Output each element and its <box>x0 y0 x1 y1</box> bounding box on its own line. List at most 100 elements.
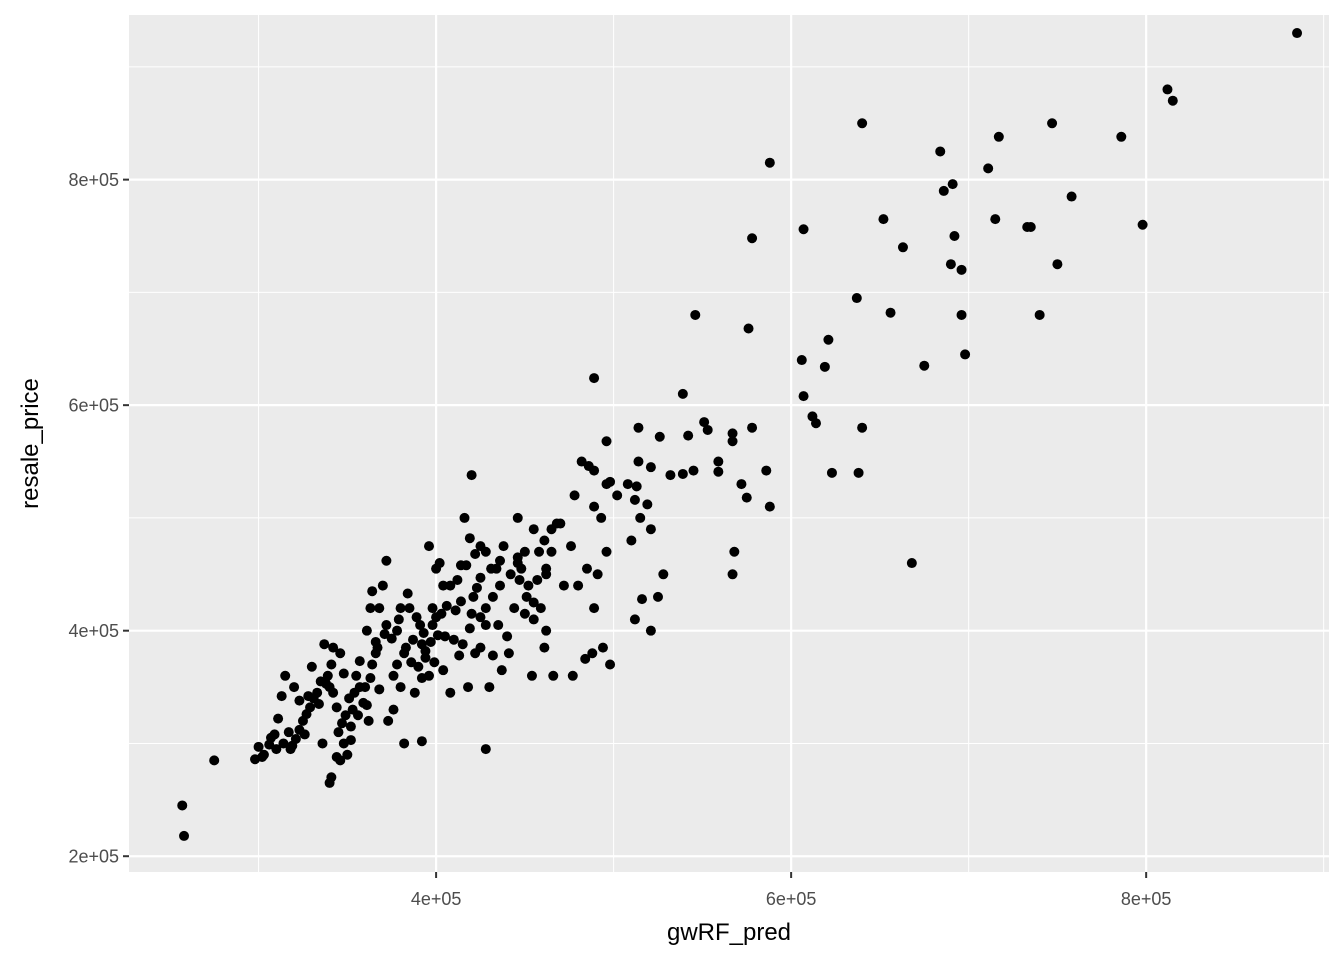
data-point <box>1116 131 1127 142</box>
data-point <box>466 470 477 481</box>
data-point <box>209 755 220 766</box>
data-point <box>434 558 445 569</box>
data-point <box>523 580 534 591</box>
data-point <box>399 738 410 749</box>
data-point <box>408 634 419 645</box>
data-point <box>683 430 694 441</box>
data-point <box>441 600 452 611</box>
data-point <box>321 678 332 689</box>
data-point <box>351 670 362 681</box>
data-point <box>528 597 539 608</box>
data-point <box>764 157 775 168</box>
data-point <box>567 670 578 681</box>
data-point <box>589 465 600 476</box>
x-tick-label: 6e+05 <box>766 889 817 909</box>
data-point <box>690 309 701 320</box>
data-point <box>381 555 392 566</box>
data-point <box>367 659 378 670</box>
data-point <box>551 518 562 529</box>
data-point <box>566 541 577 552</box>
data-point <box>420 652 431 663</box>
data-point <box>448 634 459 645</box>
data-point <box>438 580 449 591</box>
data-point <box>367 586 378 597</box>
data-point <box>1167 95 1178 106</box>
y-axis-ticks: 2e+05 4e+05 6e+05 8e+05 <box>68 170 129 867</box>
data-point <box>480 603 491 614</box>
data-point <box>956 309 967 320</box>
data-point <box>415 620 426 631</box>
data-point <box>642 499 653 510</box>
data-point <box>539 642 550 653</box>
data-point <box>947 179 958 190</box>
data-point <box>337 718 348 729</box>
data-point <box>546 546 557 557</box>
data-point <box>1052 259 1063 270</box>
data-point <box>457 639 468 650</box>
data-point <box>365 673 376 684</box>
data-point <box>404 603 415 614</box>
data-point <box>427 603 438 614</box>
data-point <box>596 512 607 523</box>
data-point <box>741 492 752 503</box>
data-point <box>1066 191 1077 202</box>
data-point <box>326 659 337 670</box>
data-point <box>273 713 284 724</box>
data-point <box>425 636 436 647</box>
data-point <box>652 591 663 602</box>
data-point <box>658 569 669 580</box>
data-point <box>637 594 648 605</box>
data-point <box>253 741 264 752</box>
data-point <box>960 349 971 360</box>
data-point <box>528 614 539 625</box>
data-point <box>313 698 324 709</box>
data-point <box>381 620 392 631</box>
data-point <box>633 456 644 467</box>
y-axis-title: resale_price <box>17 378 44 509</box>
data-point <box>798 391 809 402</box>
data-point <box>388 670 399 681</box>
data-point <box>573 580 584 591</box>
data-point <box>475 642 486 653</box>
data-point <box>475 612 486 623</box>
data-point <box>727 436 738 447</box>
data-point <box>344 693 355 704</box>
data-point <box>459 512 470 523</box>
data-point <box>505 569 516 580</box>
data-point <box>278 738 289 749</box>
data-point <box>495 580 506 591</box>
data-point <box>514 574 525 585</box>
data-point <box>345 721 356 732</box>
data-point <box>580 653 591 664</box>
data-point <box>372 642 383 653</box>
data-point <box>747 422 758 433</box>
data-point <box>306 661 317 672</box>
data-point <box>645 524 656 535</box>
data-points <box>177 28 1303 841</box>
data-point <box>395 603 406 614</box>
data-point <box>589 501 600 512</box>
data-point <box>257 751 268 762</box>
data-point <box>761 465 772 476</box>
data-point <box>363 715 374 726</box>
data-point <box>645 625 656 636</box>
data-point <box>743 323 754 334</box>
data-point <box>857 422 868 433</box>
data-point <box>945 259 956 270</box>
data-point <box>276 691 287 702</box>
data-point <box>677 468 688 479</box>
data-point <box>747 233 758 244</box>
data-point <box>521 591 532 602</box>
x-axis-title: gwRF_pred <box>667 919 791 946</box>
data-point <box>496 665 507 676</box>
data-point <box>413 661 424 672</box>
data-point <box>810 418 821 429</box>
data-point <box>379 629 390 640</box>
data-point <box>365 603 376 614</box>
data-point <box>431 612 442 623</box>
data-point <box>439 631 450 642</box>
data-point <box>335 755 346 766</box>
data-point <box>589 373 600 384</box>
data-point <box>345 735 356 746</box>
